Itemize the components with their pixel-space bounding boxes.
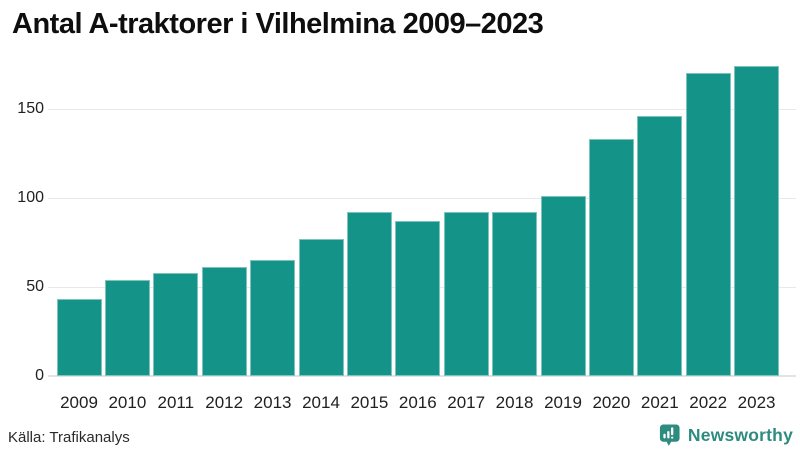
bar-2017	[443, 212, 489, 376]
gridline-y-0	[48, 375, 796, 377]
x-axis-label-2016: 2016	[398, 393, 437, 412]
y-axis-label-100: 100	[17, 189, 44, 206]
y-axis-label-150: 150	[17, 100, 44, 117]
bar-2014	[298, 238, 344, 376]
newsworthy-logo: Newsworthy	[658, 423, 793, 447]
x-axis-label-2022: 2022	[689, 393, 728, 412]
bar-2023	[734, 66, 780, 376]
chart-title: Antal A-traktorer i Vilhelmina 2009–2023	[12, 8, 544, 40]
bar-2019	[540, 196, 586, 376]
x-axis-label-2009: 2009	[60, 393, 98, 412]
x-axis-label-2018: 2018	[495, 393, 534, 412]
source-caption: Källa: Trafikanalys	[8, 429, 130, 446]
newsworthy-wordmark: Newsworthy	[687, 424, 793, 445]
bar-2018	[492, 212, 538, 376]
y-axis-label-50: 50	[26, 278, 44, 295]
bar-2015	[346, 212, 392, 376]
x-axis-label-2011: 2011	[157, 393, 195, 412]
x-axis-label-2019: 2019	[544, 393, 582, 412]
x-axis-label-2023: 2023	[737, 393, 776, 412]
bar-2021	[637, 116, 683, 376]
bar-2022	[685, 73, 731, 376]
bar-2009	[56, 299, 102, 376]
bar-2011	[153, 272, 199, 376]
newsworthy-speech-bubble-chart-icon	[659, 424, 680, 446]
x-axis-label-2015: 2015	[350, 393, 389, 412]
x-axis-label-2017: 2017	[447, 393, 486, 412]
bar-2012	[201, 267, 247, 376]
x-axis-label-2013: 2013	[253, 393, 292, 412]
y-axis-label-0: 0	[35, 367, 44, 384]
gridline-y-100	[48, 198, 796, 199]
bar-2013	[250, 260, 296, 376]
x-axis-label-2014: 2014	[302, 393, 340, 412]
x-axis-label-2020: 2020	[592, 393, 631, 412]
x-axis-label-2012: 2012	[205, 393, 244, 412]
bar-2020	[588, 139, 634, 376]
gridline-y-150	[48, 109, 796, 110]
bar-2010	[104, 279, 150, 376]
x-axis-label-2021: 2021	[640, 393, 679, 412]
bar-2016	[395, 221, 441, 376]
x-axis-label-2010: 2010	[108, 393, 147, 412]
